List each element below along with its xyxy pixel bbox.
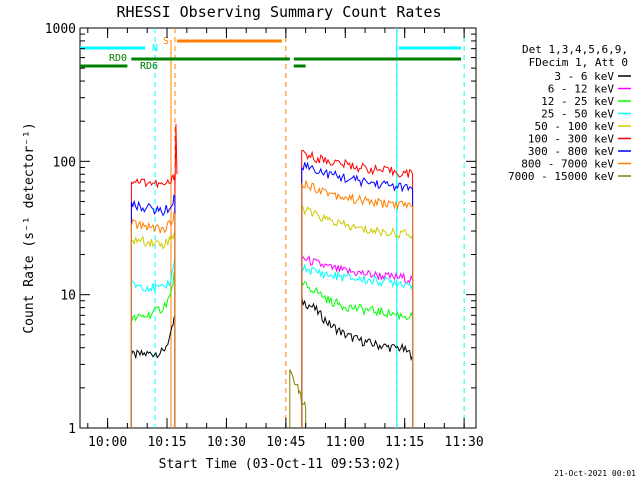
chart-title: RHESSI Observing Summary Count Rates [116, 3, 441, 21]
series-line-300-800-kev [301, 161, 414, 428]
flags-layer: NS RD0 RD6 [80, 28, 465, 428]
x-axis-label: Start Time (03-Oct-11 09:53:02) [159, 457, 402, 472]
series-line-6-12-kev [301, 255, 414, 428]
y-tick-label: 100 [53, 155, 76, 170]
night-flag-label: N [152, 43, 158, 54]
series-line-25-50-kev [301, 264, 414, 428]
legend-header-line: Det 1,3,4,5,6,9, [522, 43, 628, 56]
legend-entry-label: 100 - 300 keV [528, 133, 614, 146]
footer-timestamp: 21-Oct-2021 00:01 [554, 469, 636, 478]
y-tick-label: 1 [68, 422, 76, 437]
series-layer [130, 124, 414, 428]
series-line-12-25-kev [130, 270, 176, 428]
series-line-25-50-kev [130, 254, 176, 428]
legend-entry-label: 6 - 12 keV [548, 83, 615, 96]
series-line-3-6-kev [130, 315, 176, 428]
series-line-100-300-kev [301, 149, 414, 428]
rd0-flag-label: RD0 [109, 53, 127, 64]
series-line-3-6-kev [301, 296, 414, 428]
x-tick-label: 10:15 [147, 435, 186, 450]
flare-spike [174, 124, 178, 191]
y-tick-label: 1000 [45, 22, 76, 37]
series-line-100-300-kev [130, 173, 176, 428]
legend-entry-label: 50 - 100 keV [535, 120, 615, 133]
series-line-800-7000-kev [301, 180, 414, 428]
y-tick-label: 10 [60, 289, 76, 304]
rd6-flag-label: RD6 [140, 61, 158, 72]
plot-frame [79, 27, 477, 429]
series-line-50-100-kev [301, 204, 414, 428]
plot-border [79, 27, 477, 429]
series-line-50-100-kev [130, 230, 176, 428]
legend-entry-label: 12 - 25 keV [541, 95, 614, 108]
series-line-800-7000-kev [130, 211, 176, 428]
legend-entry-label: 25 - 50 keV [541, 108, 614, 121]
legend-entry-label: 7000 - 15000 keV [508, 170, 614, 183]
legend-header-line: FDecim 1, Att 0 [529, 56, 628, 69]
series-line-12-25-kev [301, 281, 414, 428]
x-tick-label: 10:30 [207, 435, 246, 450]
x-tick-label: 11:15 [385, 435, 424, 450]
legend-entry-label: 800 - 7000 keV [521, 158, 614, 171]
saa-flag-label: S [163, 36, 169, 47]
x-tick-label: 11:00 [326, 435, 365, 450]
x-tick-label: 10:45 [266, 435, 305, 450]
series-line-7000-15000-kev [289, 369, 307, 428]
legend: Det 1,3,4,5,6,9,FDecim 1, Att 03 - 6 keV… [508, 43, 631, 183]
y-axis-label: Count Rate (s⁻¹ detector⁻¹) [22, 122, 37, 333]
legend-entry-label: 3 - 6 keV [554, 70, 614, 83]
axes-layer: 1 10 100 1000 10:00 10:15 10:30 10:45 11:00 11:15… [45, 22, 484, 450]
legend-entry-label: 300 - 800 keV [528, 145, 614, 158]
series-line-300-800-kev [130, 194, 176, 428]
x-tick-label: 11:30 [445, 435, 484, 450]
x-tick-label: 10:00 [88, 435, 127, 450]
